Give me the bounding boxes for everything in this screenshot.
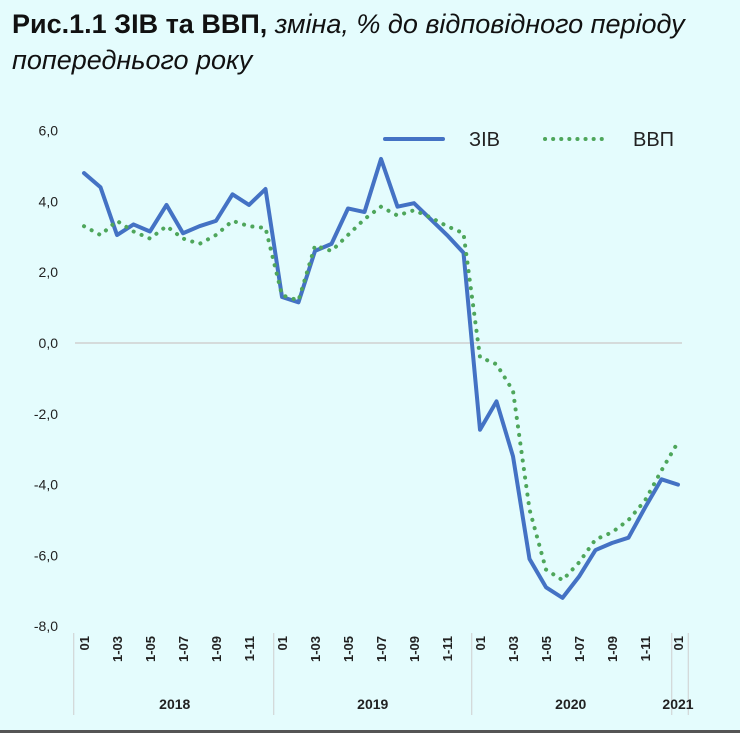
x-tick-label: 1-09 bbox=[407, 636, 422, 662]
x-tick-label: 1-11 bbox=[440, 636, 455, 661]
y-tick-label: 4,0 bbox=[39, 193, 59, 209]
x-tick-label: 01 bbox=[275, 636, 290, 650]
bottom-border bbox=[0, 730, 740, 733]
x-tick-label: 1-07 bbox=[176, 636, 191, 662]
x-tick-label: 1-05 bbox=[143, 636, 158, 662]
y-tick-label: -6,0 bbox=[34, 547, 58, 563]
year-label: 2021 bbox=[662, 696, 693, 712]
title-bold: Рис.1.1 ЗІВ та ВВП, bbox=[12, 9, 268, 39]
series-line-vvp bbox=[82, 204, 680, 583]
x-tick-label: 1-05 bbox=[341, 636, 356, 662]
x-tick-label: 1-05 bbox=[539, 636, 554, 662]
year-label: 2019 bbox=[357, 696, 388, 712]
y-tick-label: -2,0 bbox=[34, 406, 58, 422]
legend-label: ЗІВ bbox=[469, 129, 500, 151]
x-tick-label: 1-03 bbox=[110, 636, 125, 662]
y-tick-label: 0,0 bbox=[39, 335, 59, 351]
x-tick-label: 01 bbox=[473, 636, 488, 650]
y-tick-label: 2,0 bbox=[39, 264, 59, 280]
year-label: 2020 bbox=[555, 696, 586, 712]
x-tick-label: 1-11 bbox=[638, 636, 653, 661]
x-tick-label: 1-03 bbox=[506, 636, 521, 662]
x-tick-label: 01 bbox=[77, 636, 92, 650]
x-tick-label: 01 bbox=[671, 636, 686, 650]
x-tick-label: 1-09 bbox=[209, 636, 224, 662]
y-tick-label: -4,0 bbox=[34, 477, 58, 493]
y-tick-label: -8,0 bbox=[34, 618, 58, 634]
chart-title: Рис.1.1 ЗІВ та ВВП, зміна, % до відповід… bbox=[12, 6, 732, 78]
y-tick-label: 6,0 bbox=[39, 123, 59, 139]
x-tick-label: 1-03 bbox=[308, 636, 323, 662]
title-italic: зміна, % до відповідного періоду поперед… bbox=[12, 9, 685, 75]
series-line-ziv bbox=[82, 156, 680, 600]
legend-label: ВВП bbox=[633, 129, 674, 151]
year-label: 2018 bbox=[159, 696, 190, 712]
x-tick-label: 1-11 bbox=[242, 636, 257, 661]
x-tick-label: 1-07 bbox=[572, 636, 587, 662]
x-tick-label: 1-09 bbox=[605, 636, 620, 662]
x-tick-label: 1-07 bbox=[374, 636, 389, 662]
